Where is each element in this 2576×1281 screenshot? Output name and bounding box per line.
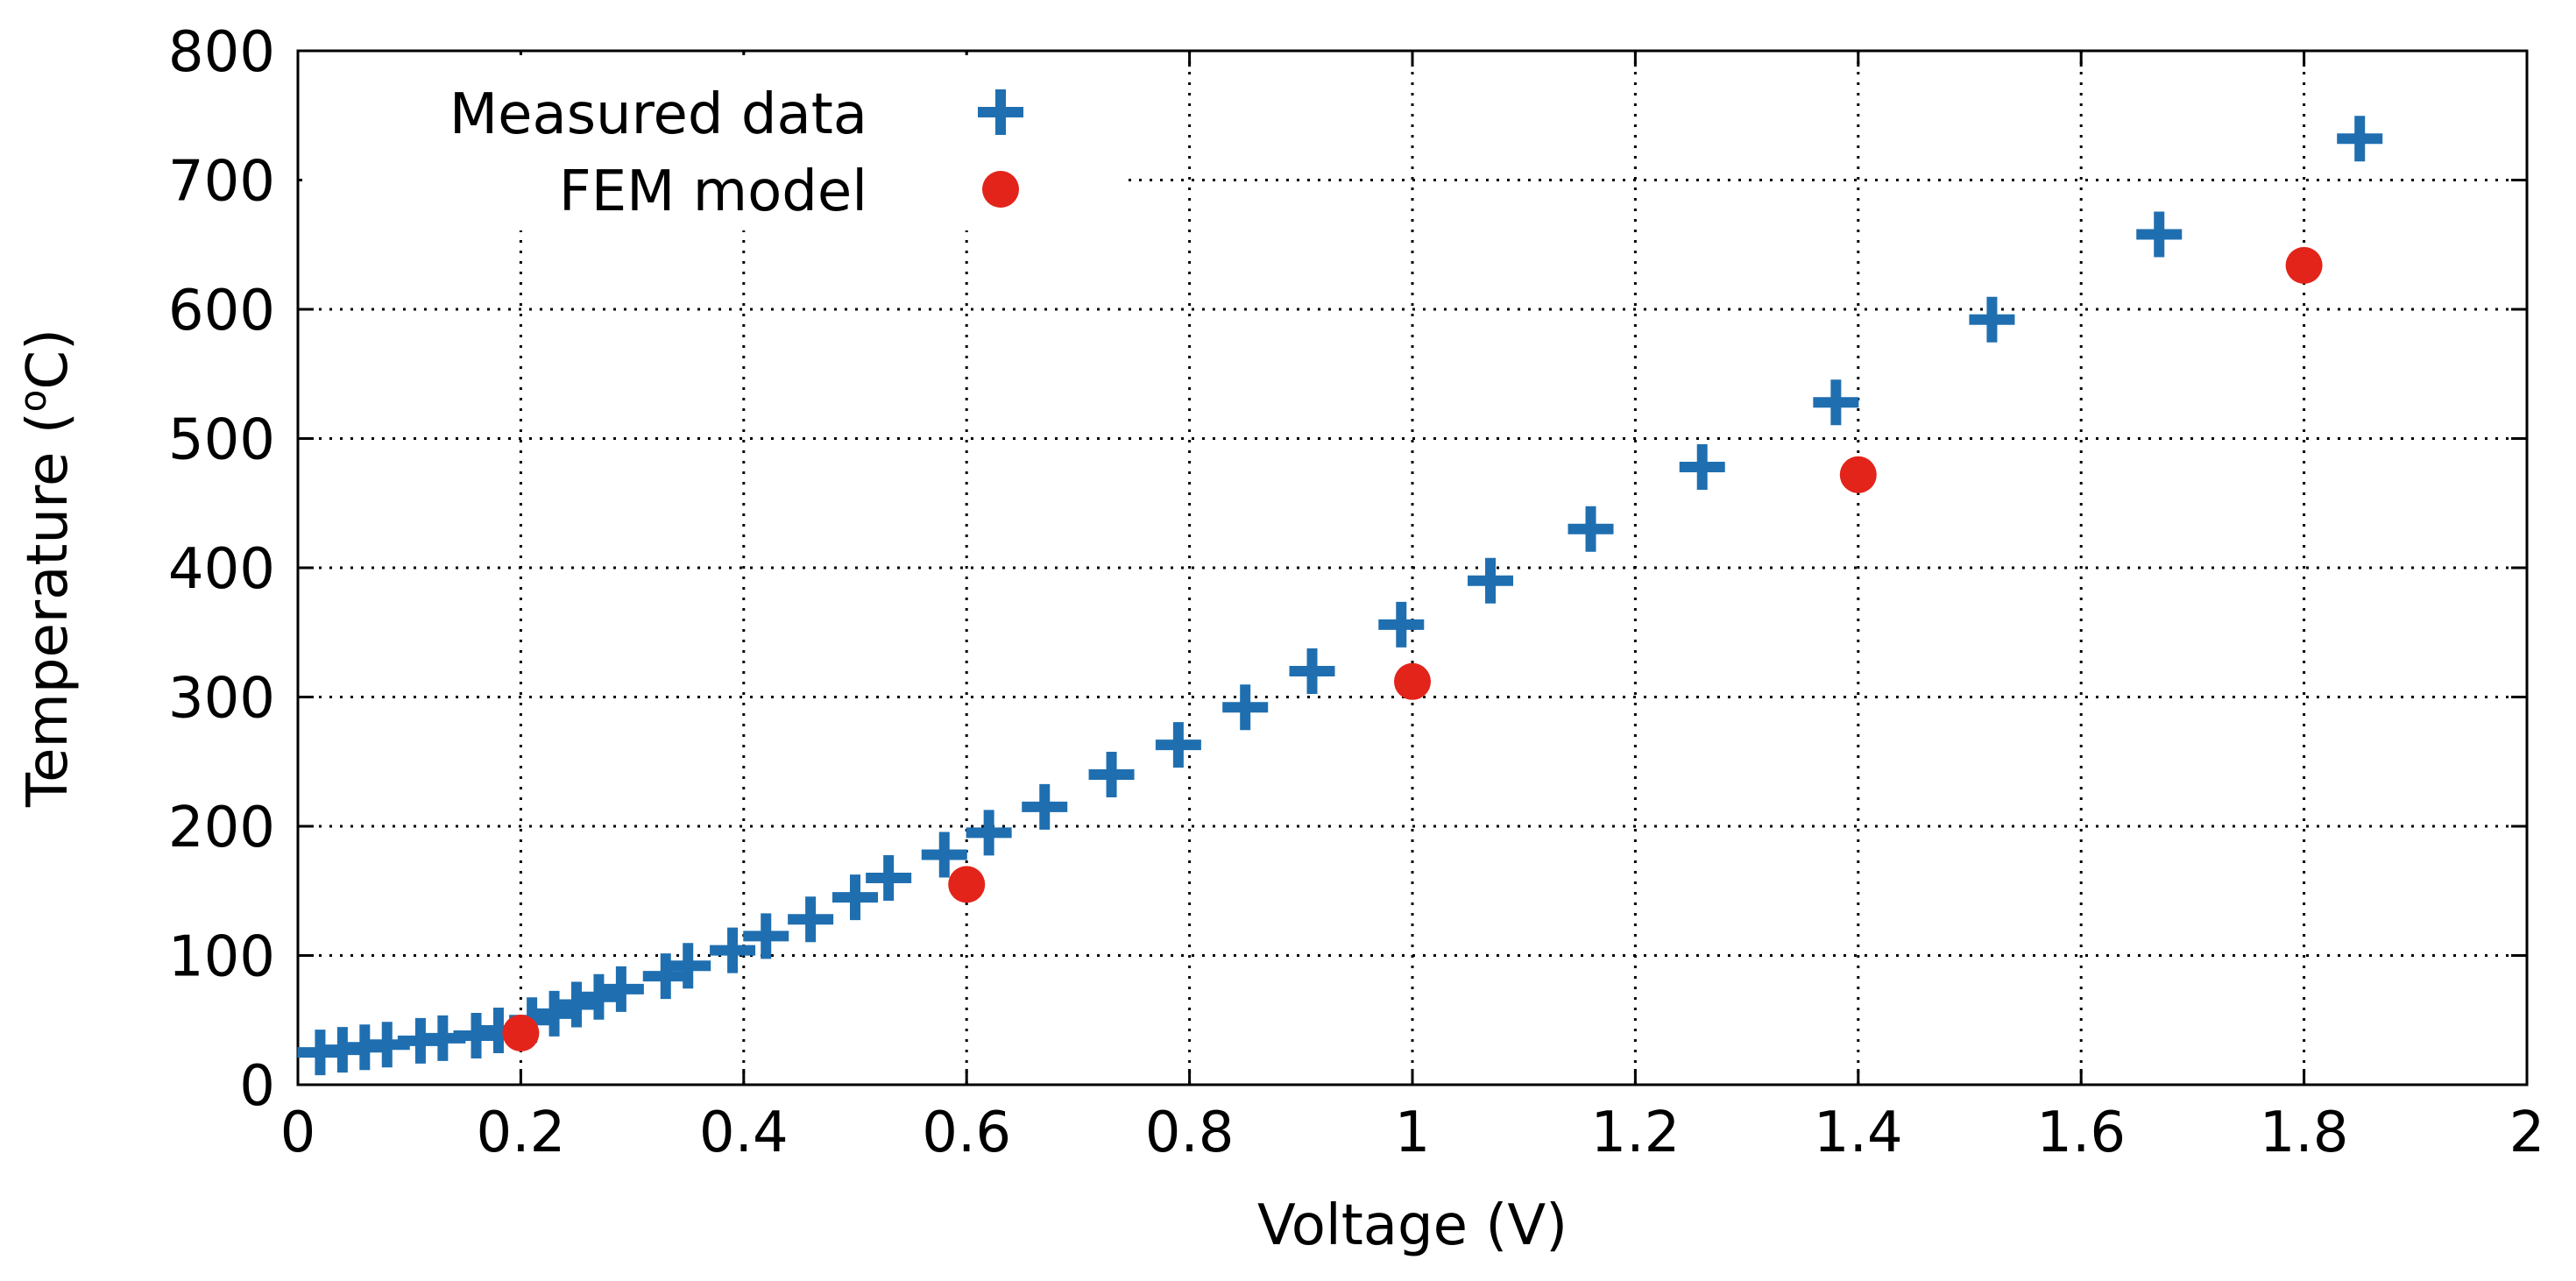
- y-axis-title-suffix: C): [16, 329, 81, 390]
- y-axis-title: Temperature (oC): [11, 329, 81, 808]
- series-fem-model: [502, 246, 2323, 1051]
- y-tick-labels: 0 100 200 300 400 500 600 700 800: [168, 20, 275, 1119]
- x-tick-label: 0.8: [1145, 1101, 1235, 1165]
- fem-model-point: [1839, 456, 1877, 493]
- legend-markers: [978, 89, 1023, 208]
- measured-data-point: [866, 855, 912, 901]
- measured-data-point: [598, 966, 644, 1012]
- y-tick-label: 100: [168, 925, 275, 990]
- x-tick-label: 1.2: [1591, 1101, 1681, 1165]
- fem-model-point: [502, 1015, 540, 1051]
- x-tick-label: 0.4: [699, 1101, 789, 1165]
- y-tick-label: 400: [168, 537, 275, 602]
- fem-model-point: [2285, 246, 2323, 284]
- y-tick-label: 800: [168, 20, 275, 85]
- measured-data-point: [788, 896, 834, 943]
- y-axis-title-prefix: Temperature (: [16, 412, 81, 808]
- legend-marker-measured-data: [978, 89, 1023, 135]
- measured-data-point: [1222, 684, 1269, 731]
- measured-data-point: [1568, 506, 1614, 552]
- y-tick-label: 200: [168, 796, 275, 860]
- y-axis-title-superscript: o: [11, 390, 54, 413]
- measured-data-point: [2337, 116, 2383, 162]
- measured-data-point: [554, 981, 599, 1028]
- legend-label-measured-data: Measured data: [449, 82, 867, 147]
- y-tick-label: 700: [168, 150, 275, 215]
- measured-data-point: [1289, 648, 1335, 694]
- measured-data-point: [921, 832, 967, 878]
- legend: Measured data FEM model: [302, 55, 1126, 230]
- measured-data-point: [531, 990, 577, 1037]
- measured-data-point: [642, 953, 689, 1000]
- x-tick-labels: 0 0.2 0.4 0.6 0.8 1 1.2 1.4 1.6 1.8 2: [280, 1101, 2545, 1165]
- measured-data-point: [743, 913, 789, 959]
- measured-data-point: [576, 973, 622, 1020]
- legend-label-fem-model: FEM model: [559, 159, 867, 224]
- fem-model-point: [1394, 662, 1431, 700]
- y-tick-label: 500: [168, 408, 275, 473]
- x-tick-label: 1: [1395, 1101, 1431, 1165]
- x-tick-label: 0.2: [477, 1101, 566, 1165]
- x-tick-label: 1.6: [2036, 1101, 2126, 1165]
- x-tick-label: 0: [280, 1101, 316, 1165]
- measured-data-point: [1468, 557, 1514, 604]
- legend-marker-fem-model: [982, 171, 1019, 208]
- measured-data-point: [1155, 722, 1201, 768]
- measured-data-point: [665, 943, 711, 989]
- measured-data-point: [710, 927, 756, 973]
- measured-data-point: [1378, 601, 1425, 648]
- y-tick-label: 0: [239, 1054, 275, 1119]
- measured-data-point: [1969, 296, 2015, 343]
- measured-data-point: [1679, 443, 1725, 490]
- measured-data-point: [1813, 379, 1859, 426]
- y-tick-label: 300: [168, 667, 275, 732]
- measured-data-point: [2136, 211, 2183, 258]
- x-tick-label: 1.4: [1814, 1101, 1903, 1165]
- fem-model-point: [948, 866, 986, 903]
- measured-data-point: [832, 874, 878, 921]
- x-axis-title: Voltage (V): [1257, 1193, 1568, 1258]
- measured-data-point: [1088, 752, 1135, 797]
- x-tick-label: 2: [2509, 1101, 2545, 1165]
- x-tick-label: 0.6: [922, 1101, 1011, 1165]
- measured-data-point: [1022, 783, 1068, 830]
- x-tick-label: 1.8: [2260, 1101, 2349, 1165]
- series-measured-data: [297, 116, 2383, 1076]
- measured-data-point: [966, 810, 1012, 856]
- series: [297, 116, 2383, 1076]
- y-tick-label: 600: [168, 279, 275, 343]
